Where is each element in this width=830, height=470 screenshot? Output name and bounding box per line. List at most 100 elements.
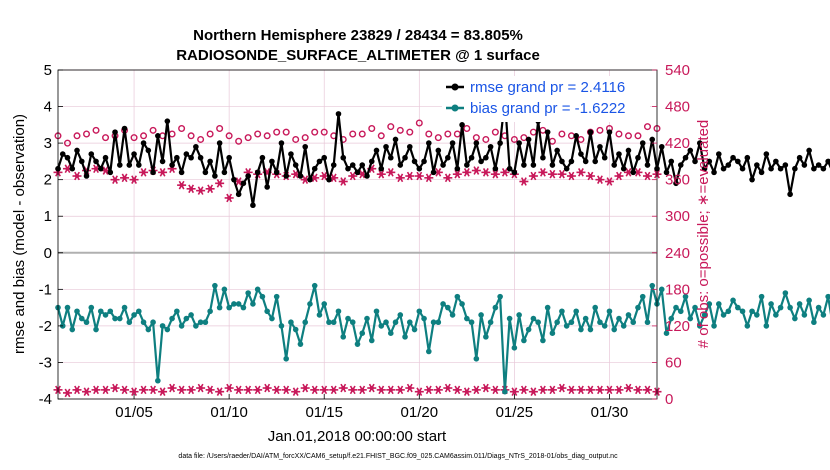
- bias-point: [235, 301, 242, 307]
- rmse-point: [644, 162, 651, 168]
- bias-point: [483, 334, 489, 340]
- bias-point: [368, 337, 375, 344]
- bias-point: [93, 326, 99, 333]
- evaluated-obs-marker: [196, 383, 206, 393]
- rmse-point: [668, 158, 675, 165]
- rmse-point: [440, 162, 446, 168]
- bias-point: [421, 315, 427, 322]
- bias-point: [226, 304, 232, 311]
- bias-point: [378, 323, 385, 329]
- y-right-tick-label: 120: [665, 318, 690, 335]
- rmse-point: [421, 158, 427, 165]
- rmse-point: [658, 143, 665, 150]
- bias-point: [202, 319, 209, 326]
- bias-point: [126, 319, 133, 326]
- bias-point: [426, 348, 432, 355]
- rmse-point: [825, 158, 830, 165]
- evaluated-obs-marker: [414, 387, 424, 396]
- plot-frame: [57, 69, 658, 400]
- possible-obs-marker: [396, 126, 404, 134]
- bias-point: [83, 319, 90, 326]
- rmse-point: [673, 180, 679, 187]
- bias-point: [278, 323, 285, 329]
- rmse-point: [473, 140, 480, 146]
- evaluated-obs-marker: [395, 385, 405, 395]
- bias-point: [492, 304, 499, 311]
- y-axis-label: rmse and bias (model - observation): [11, 114, 28, 354]
- legend-box: [442, 76, 650, 122]
- bias-point: [245, 290, 251, 296]
- bias-point: [563, 323, 570, 329]
- rmse-point: [59, 151, 66, 157]
- evaluated-obs-marker: [576, 385, 586, 395]
- evaluated-obs-marker: [395, 173, 405, 183]
- rmse-point: [378, 165, 385, 172]
- bias-point: [468, 319, 475, 326]
- rmse-point: [288, 151, 294, 157]
- chart-title: Northern Hemisphere 23829 / 28434 = 83.8…: [193, 27, 523, 44]
- evaluated-obs-marker: [633, 168, 643, 177]
- possible-obs-marker: [64, 139, 72, 147]
- rmse-point: [392, 136, 399, 143]
- evaluated-obs-marker: [595, 385, 605, 395]
- rmse-point: [193, 143, 199, 150]
- bias-point: [402, 334, 408, 340]
- bias-point: [349, 319, 356, 326]
- bias-point: [316, 312, 323, 318]
- evaluated-obs-marker: [110, 383, 120, 393]
- evaluated-obs-marker: [405, 171, 415, 181]
- evaluated-obs-marker: [604, 385, 614, 395]
- bias-point: [587, 326, 594, 333]
- rmse-point: [554, 147, 560, 154]
- rmse-point: [739, 165, 746, 172]
- bias-point: [773, 312, 779, 318]
- bias-point: [782, 290, 789, 296]
- bias-point: [525, 326, 532, 333]
- bias-point: [530, 315, 537, 322]
- rmse-point: [768, 165, 774, 172]
- rmse-point: [231, 176, 237, 183]
- possible-obs-marker: [301, 134, 309, 142]
- evaluated-obs-marker: [566, 171, 576, 181]
- bias-point: [240, 304, 247, 311]
- evaluated-obs-marker: [642, 171, 652, 181]
- rmse-point: [464, 162, 470, 168]
- evaluated-obs-marker: [101, 385, 111, 395]
- bias-point: [397, 312, 404, 318]
- evaluated-obs-marker: [272, 385, 282, 395]
- rmse-point: [373, 147, 380, 154]
- rmse-point: [573, 133, 579, 139]
- bias-point: [568, 319, 575, 326]
- possible-obs-marker: [254, 130, 262, 138]
- evaluated-obs-marker: [576, 168, 586, 177]
- bias-point: [359, 330, 366, 337]
- bias-point: [739, 308, 746, 315]
- rmse-point: [744, 154, 751, 161]
- evaluated-obs-marker: [319, 171, 329, 181]
- rmse-point: [107, 169, 114, 176]
- bias-point: [611, 326, 618, 333]
- bias-point: [145, 326, 152, 333]
- bias-point: [188, 312, 194, 318]
- evaluated-obs-marker: [186, 385, 196, 395]
- bias-point: [601, 323, 608, 329]
- y-tick-label: -3: [39, 354, 52, 371]
- bias-point: [430, 319, 437, 326]
- rmse-point: [402, 154, 408, 161]
- rmse-point: [207, 158, 213, 165]
- y-tick-label: -2: [39, 318, 52, 335]
- bias-point: [435, 319, 442, 326]
- rmse-point: [506, 165, 513, 172]
- evaluated-obs-marker: [82, 387, 92, 396]
- rmse-point: [487, 143, 494, 150]
- rmse-point: [321, 154, 328, 161]
- evaluated-obs-marker: [585, 171, 595, 181]
- bias-point: [768, 301, 774, 307]
- bias-point: [259, 293, 266, 300]
- evaluated-obs-marker: [215, 179, 225, 188]
- bias-point: [340, 334, 347, 340]
- bias-point: [112, 315, 118, 322]
- bias-point: [677, 308, 684, 315]
- y-tick-label: -1: [39, 281, 52, 298]
